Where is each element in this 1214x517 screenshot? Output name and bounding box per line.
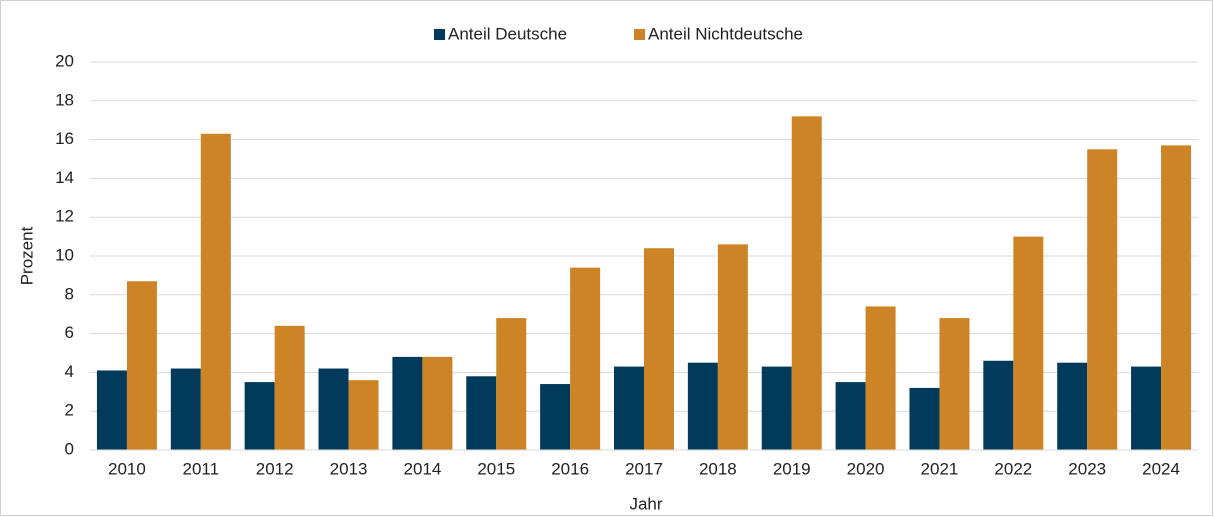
- bar: [1087, 149, 1118, 451]
- legend-swatch: [434, 29, 445, 40]
- x-tick-label: 2015: [477, 459, 515, 478]
- y-tick-label: 12: [55, 207, 74, 226]
- x-tick-label: 2011: [183, 459, 220, 478]
- bar: [761, 366, 792, 450]
- legend-label: Anteil Deutsche: [448, 24, 567, 43]
- bar: [274, 325, 305, 450]
- bar: [1161, 145, 1192, 451]
- y-tick-label: 2: [65, 401, 74, 420]
- bar: [318, 368, 349, 450]
- bar: [126, 281, 157, 450]
- bar: [348, 380, 379, 450]
- x-tick-label: 2017: [625, 459, 663, 478]
- y-tick-label: 14: [55, 168, 74, 187]
- x-axis-label: Jahr: [629, 494, 662, 513]
- y-tick-label: 8: [65, 284, 74, 303]
- x-tick-label: 2016: [551, 459, 589, 478]
- bar: [466, 376, 497, 450]
- bar: [244, 382, 275, 450]
- bar: [422, 356, 453, 450]
- bar: [496, 318, 527, 450]
- y-tick-label: 4: [65, 362, 74, 381]
- bar: [570, 267, 601, 450]
- bar: [835, 382, 866, 450]
- bar: [791, 116, 822, 450]
- y-tick-label: 0: [65, 439, 74, 458]
- y-tick-label: 16: [55, 129, 74, 148]
- x-tick-label: 2020: [847, 459, 885, 478]
- x-tick-label: 2021: [921, 459, 959, 478]
- bar: [644, 248, 674, 450]
- x-tick-label: 2022: [994, 459, 1032, 478]
- y-tick-label: 10: [55, 245, 74, 264]
- x-tick-label: 2019: [773, 459, 811, 478]
- bar: [687, 362, 718, 450]
- bar: [1057, 362, 1088, 450]
- x-tick-label: 2012: [256, 459, 294, 478]
- y-axis-label: Prozent: [17, 226, 36, 285]
- legend-label: Anteil Nichtdeutsche: [648, 24, 803, 43]
- bar: [717, 244, 748, 450]
- bar: [540, 384, 571, 450]
- x-tick-label: 2014: [403, 459, 441, 478]
- bar: [200, 133, 231, 450]
- y-tick-label: 18: [55, 90, 74, 109]
- x-tick-label: 2010: [108, 459, 146, 478]
- x-tick-label: 2023: [1068, 459, 1106, 478]
- x-tick-label: 2018: [699, 459, 737, 478]
- bar: [983, 360, 1014, 450]
- bar: [96, 370, 127, 450]
- bar: [1013, 236, 1044, 450]
- bar: [614, 366, 644, 450]
- x-tick-label: 2024: [1142, 459, 1180, 478]
- bar: [1131, 366, 1162, 450]
- bar: [939, 318, 970, 450]
- bar: [865, 306, 896, 450]
- bar: [392, 356, 423, 450]
- y-tick-label: 20: [55, 51, 74, 70]
- bar: [170, 368, 201, 450]
- y-tick-label: 6: [65, 323, 74, 342]
- legend-swatch: [634, 29, 645, 40]
- bar: [909, 387, 940, 450]
- x-tick-label: 2013: [330, 459, 368, 478]
